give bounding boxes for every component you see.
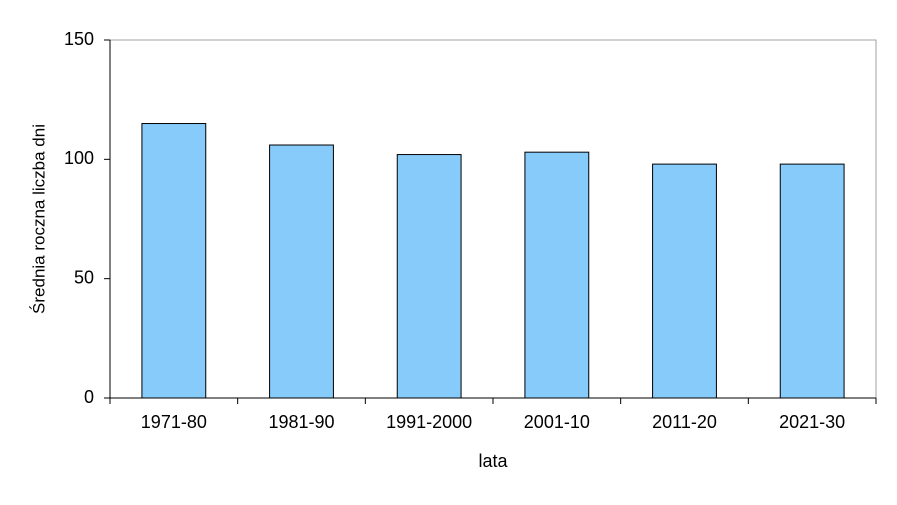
y-tick-label: 100 bbox=[64, 148, 94, 168]
bar bbox=[141, 123, 207, 399]
y-tick-label: 0 bbox=[84, 387, 94, 407]
y-axis-title: Średnia roczna liczba dni bbox=[29, 124, 48, 314]
x-tick-label: 2001-10 bbox=[524, 412, 590, 432]
x-tick-label: 2021-30 bbox=[779, 412, 845, 432]
x-axis-title: lata bbox=[478, 451, 508, 471]
x-tick-label: 2011-20 bbox=[652, 412, 717, 432]
plot-frame bbox=[109, 39, 877, 399]
bar bbox=[779, 163, 845, 399]
x-tick-label: 1971-80 bbox=[141, 412, 207, 432]
x-tick-label: 1991-2000 bbox=[386, 412, 472, 432]
bar bbox=[396, 154, 462, 399]
y-tick-label: 150 bbox=[64, 29, 94, 49]
x-tick-label: 1981-90 bbox=[268, 412, 334, 432]
bar bbox=[269, 144, 334, 399]
bar bbox=[524, 151, 590, 399]
bar bbox=[652, 163, 717, 399]
y-tick-label: 50 bbox=[74, 267, 94, 287]
